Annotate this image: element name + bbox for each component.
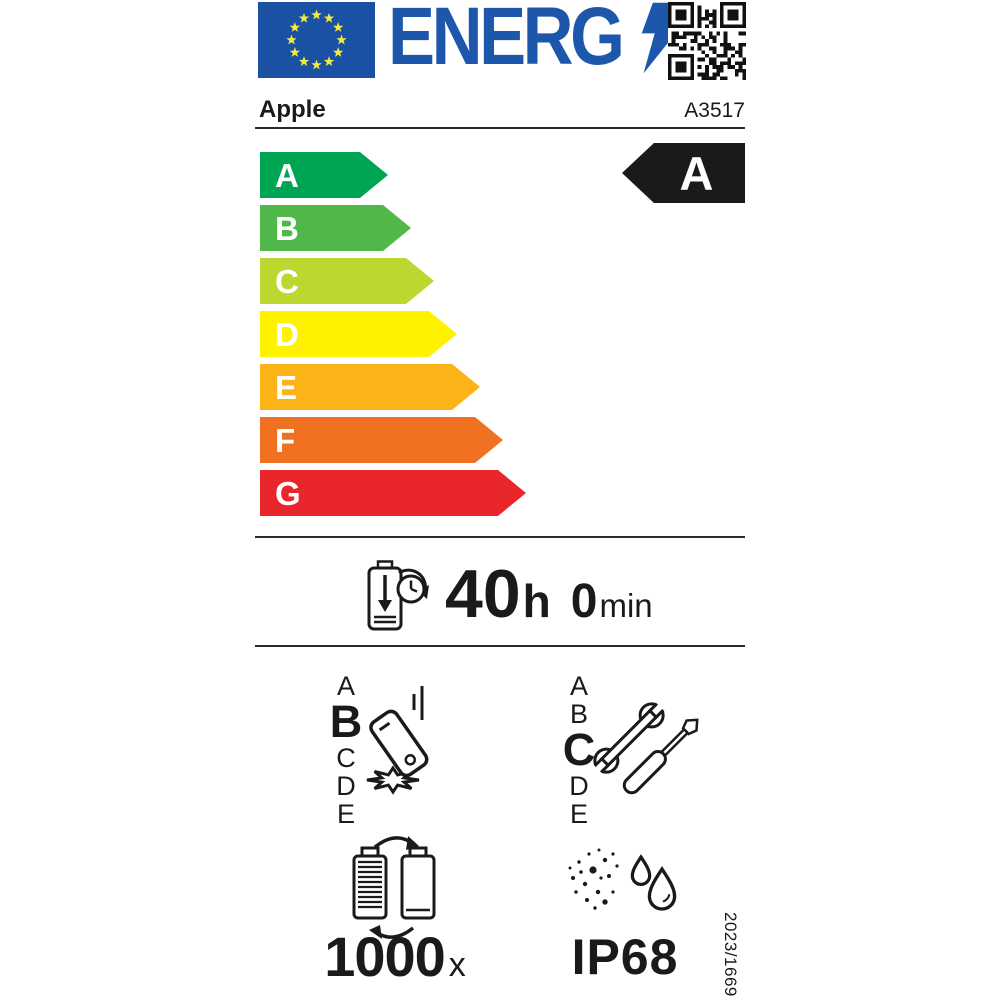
dust-water-icon	[563, 846, 693, 931]
grade-e: E	[569, 799, 588, 829]
grade-d: D	[336, 771, 356, 801]
battery-cycles-value: 1000 x	[285, 924, 505, 989]
brand-name: Apple	[259, 96, 326, 123]
endurance-minutes-unit: min	[599, 587, 653, 624]
regulation-number: 2023/1669	[721, 912, 740, 997]
wrench-screwdriver-icon	[587, 696, 702, 806]
grade-e: E	[336, 799, 355, 829]
ip-rating: IP68	[571, 929, 679, 985]
endurance-minutes: 0	[570, 575, 598, 628]
grade-c-rated: C	[562, 724, 596, 775]
cycles-number: 1000	[324, 925, 446, 988]
battery-endurance-value: 40 h 0 min	[445, 560, 653, 628]
class-arrow-letter: C	[275, 262, 299, 300]
rated-class-indicator: A	[622, 143, 745, 203]
class-arrow-letter: F	[275, 421, 296, 459]
class-arrow-letter: G	[275, 474, 301, 512]
class-arrow-e: E	[260, 364, 480, 410]
class-arrow-letter: D	[275, 315, 299, 353]
class-arrow-letter: E	[275, 368, 298, 406]
class-arrow-c: C	[260, 258, 434, 304]
class-arrow-a: A	[260, 152, 388, 198]
eu-flag-icon	[258, 2, 375, 78]
lightning-bolt-icon	[641, 2, 686, 74]
class-arrow-g: G	[260, 470, 526, 516]
supplier-row: Apple A3517	[259, 96, 745, 124]
class-arrow-b: B	[260, 205, 411, 251]
grade-b: B	[569, 699, 588, 729]
cycles-unit: x	[448, 946, 466, 984]
energy-logo: ENERG	[388, 0, 690, 82]
class-arrow-letter: B	[275, 209, 299, 247]
class-arrow-letter: A	[275, 156, 299, 194]
battery-clock-icon	[366, 560, 432, 637]
divider	[255, 127, 745, 129]
energy-logo-text: ENERG	[388, 0, 625, 82]
endurance-hours: 40	[445, 556, 521, 632]
battery-cycles-icon	[351, 836, 439, 945]
grade-b-rated: B	[329, 696, 363, 747]
grade-a: A	[569, 671, 588, 701]
class-arrow-d: D	[260, 311, 457, 357]
falling-phone-icon	[358, 684, 453, 801]
rated-class-letter: A	[679, 146, 714, 200]
qr-code-icon	[668, 2, 746, 80]
divider	[255, 536, 745, 538]
grade-a: A	[336, 671, 355, 701]
model-number: A3517	[684, 99, 745, 122]
class-arrow-f: F	[260, 417, 503, 463]
grade-c: C	[336, 743, 356, 773]
endurance-hours-unit: h	[522, 575, 551, 627]
grade-d: D	[569, 771, 589, 801]
divider	[255, 645, 745, 647]
